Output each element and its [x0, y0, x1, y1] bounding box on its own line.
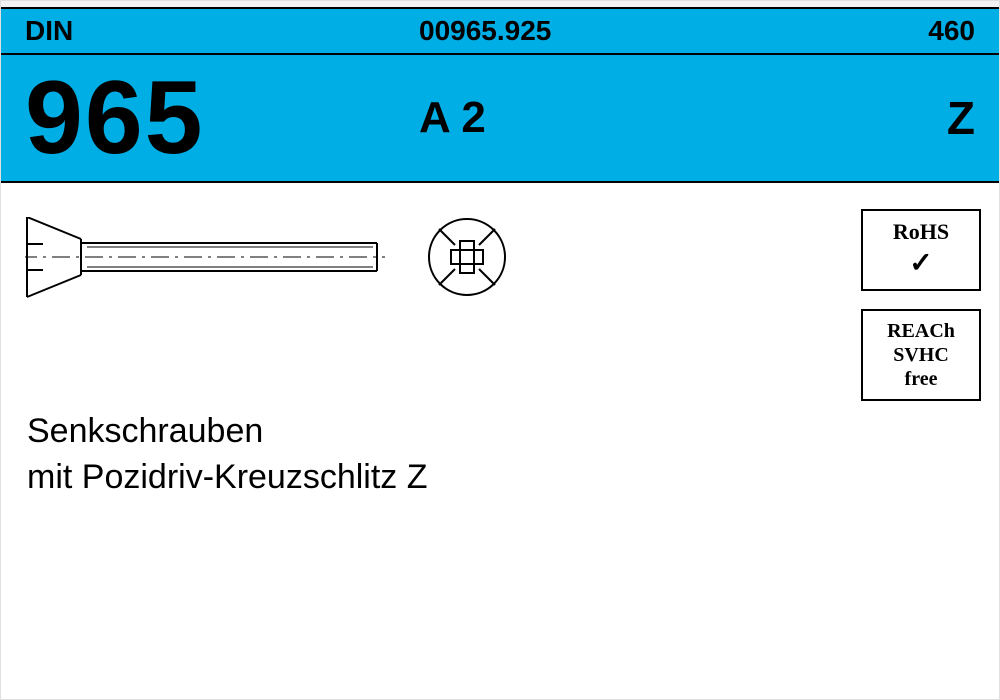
content-area: Senkschrauben mit Pozidriv-Kreuzschlitz … [1, 183, 999, 697]
reach-line2: SVHC [893, 343, 949, 367]
material: A 2 [419, 93, 486, 143]
pozidriv-head-view [429, 219, 505, 295]
header-main-row: 965 A 2 Z [1, 55, 999, 183]
rohs-label: RoHS [893, 219, 949, 245]
rohs-badge: RoHS ✓ [861, 209, 981, 291]
reach-badge: REACh SVHC free [861, 309, 981, 401]
reach-line3: free [905, 367, 938, 391]
header-top-row: DIN 00965.925 460 [1, 7, 999, 55]
standard-label: DIN [25, 15, 73, 47]
check-icon: ✓ [909, 247, 932, 281]
description-line1: Senkschrauben [27, 409, 428, 455]
din-number: 965 [25, 59, 205, 178]
description: Senkschrauben mit Pozidriv-Kreuzschlitz … [27, 409, 428, 501]
reach-line1: REACh [887, 319, 955, 343]
code-right: 460 [928, 15, 975, 47]
technical-drawing [25, 217, 545, 327]
screw-side-view [25, 217, 385, 297]
compliance-badges: RoHS ✓ REACh SVHC free [861, 209, 981, 401]
spec-card: DIN 00965.925 460 965 A 2 Z [0, 0, 1000, 700]
article-code: 00965.925 [419, 15, 551, 47]
description-line2: mit Pozidriv-Kreuzschlitz Z [27, 455, 428, 501]
drive-letter: Z [947, 91, 975, 145]
